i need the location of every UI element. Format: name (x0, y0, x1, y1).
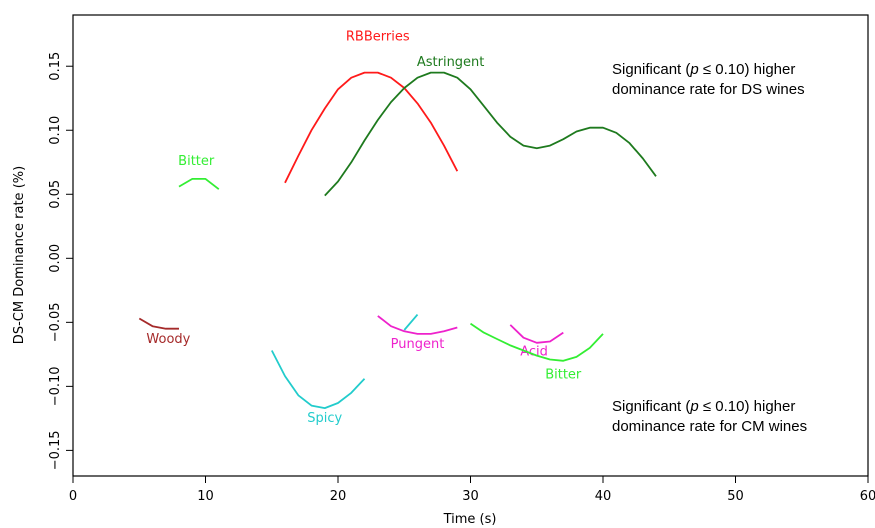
series-line-pungent (377, 315, 458, 335)
y-tick-label: −0.15 (48, 430, 63, 470)
series-line-spicy (271, 350, 366, 409)
series-line-bitter (469, 322, 604, 362)
cm-note-suffix: ≤ 0.10) higher (699, 398, 796, 415)
series-line-astringent (324, 71, 657, 197)
series-line-unlabeled (403, 314, 419, 331)
series-label-bitter: Bitter (178, 154, 215, 169)
x-tick-label: 30 (462, 489, 479, 504)
series-label-astringent: Astringent (417, 55, 485, 70)
y-tick-label: 0.00 (48, 244, 63, 273)
ds-note-p: p (689, 61, 698, 78)
ds-significance-note: Significant (p ≤ 0.10) higher dominance … (612, 61, 805, 98)
series-label-pungent: Pungent (391, 337, 445, 352)
y-tick-label: −0.10 (48, 366, 63, 406)
series-line-bitter (178, 178, 220, 190)
series-line-acid (509, 324, 564, 344)
x-tick-label: 10 (197, 489, 214, 504)
series-label-woody: Woody (146, 332, 190, 347)
y-tick-label: 0.10 (48, 116, 63, 145)
ds-note-line2: dominance rate for DS wines (612, 81, 805, 98)
axes: 0 10 20 30 40 50 60 −0.15 −0.10 −0.05 0.00 0.05 0.10… (48, 52, 875, 504)
x-tick-label: 50 (727, 489, 744, 504)
series-line-rbberries (284, 71, 459, 184)
x-tick-label: 0 (69, 489, 77, 504)
series-label-rbberries: RBBerries (346, 30, 410, 45)
cm-significance-note: Significant (p ≤ 0.10) higher dominance … (612, 398, 807, 435)
y-tick-label: −0.05 (48, 302, 63, 342)
ds-note-suffix: ≤ 0.10) higher (699, 61, 796, 78)
y-tick-label: 0.05 (48, 180, 63, 209)
ds-note-prefix: Significant ( (612, 61, 690, 78)
series-group: RBBerries Astringent Bitter Woody Spicy Punge… (138, 30, 657, 426)
series-label-spicy: Spicy (307, 411, 342, 426)
series-label-bitter: Bitter (545, 368, 582, 383)
cm-note-line2: dominance rate for CM wines (612, 418, 807, 435)
cm-note-p: p (689, 398, 698, 415)
y-tick-label: 0.15 (48, 52, 63, 81)
x-axis-title: Time (s) (443, 512, 497, 527)
x-tick-label: 40 (595, 489, 612, 504)
x-tick-label: 60 (860, 489, 875, 504)
series-line-woody (138, 317, 179, 330)
y-axis-title: DS-CM Dominance rate (%) (12, 166, 27, 344)
cm-note-prefix: Significant ( (612, 398, 690, 415)
series-label-acid: Acid (520, 345, 548, 360)
x-tick-label: 20 (330, 489, 347, 504)
